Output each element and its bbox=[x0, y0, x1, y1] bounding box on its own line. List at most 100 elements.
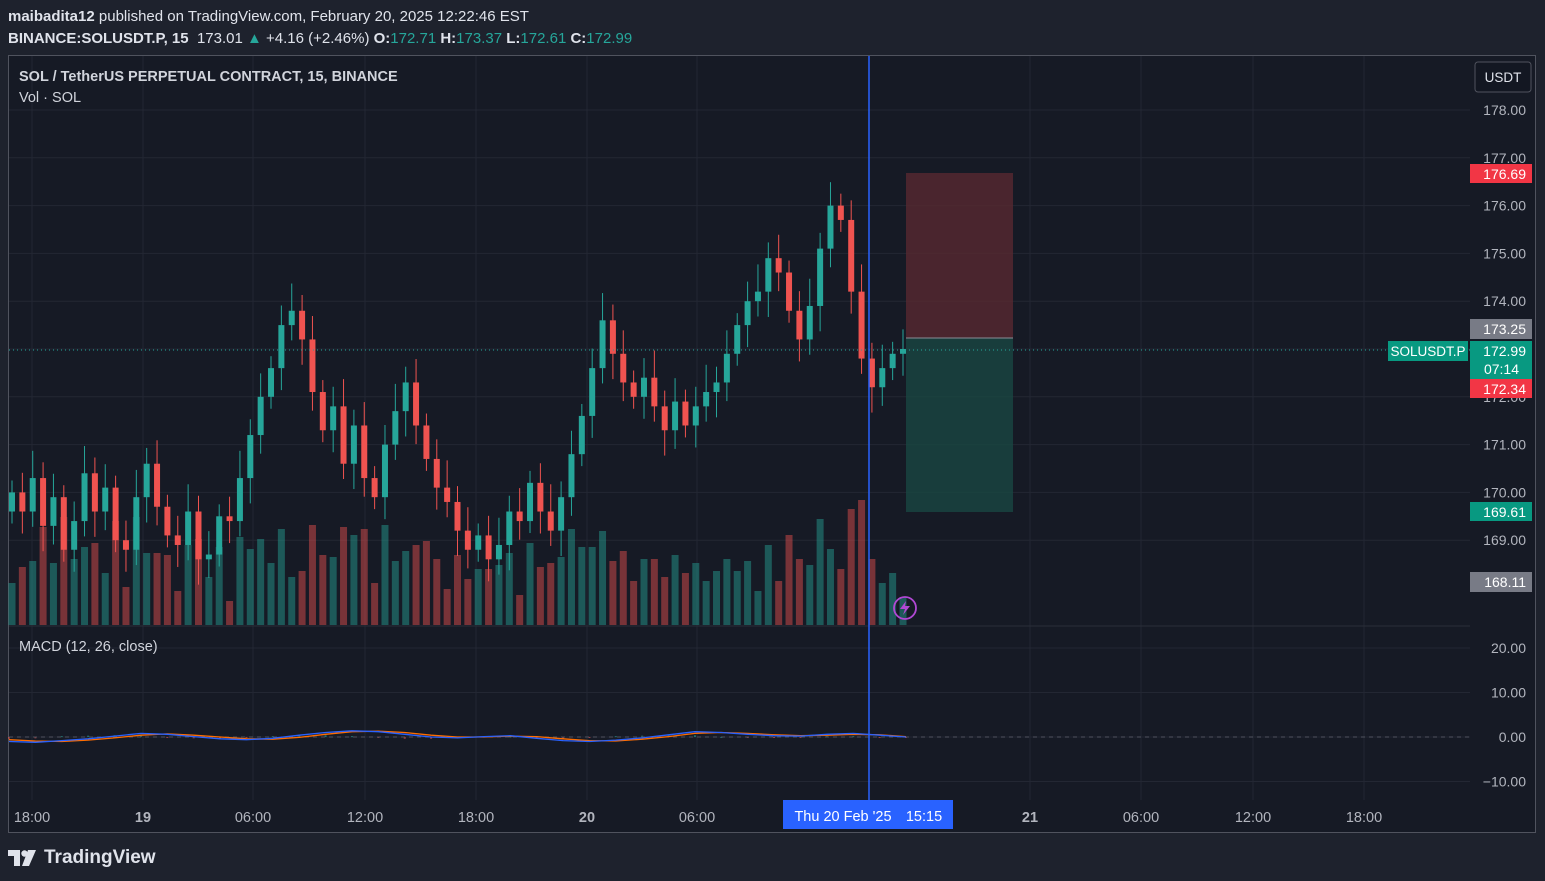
macd-histogram-bar bbox=[271, 736, 274, 738]
time-tick-label: 12:00 bbox=[1235, 810, 1271, 826]
volume-bar bbox=[29, 561, 37, 625]
candle-body bbox=[495, 544, 502, 560]
volume-scale-label: 168.11 bbox=[1470, 572, 1532, 592]
volume-bar bbox=[505, 553, 513, 625]
price-tick-label: 169.00 bbox=[1483, 532, 1526, 548]
volume-bar bbox=[277, 529, 285, 625]
volume-bar bbox=[661, 577, 669, 625]
last-price-label: 172.99 07:14 bbox=[1470, 341, 1532, 379]
volume-bar bbox=[795, 559, 803, 625]
chart-frame[interactable] bbox=[8, 55, 1536, 833]
macd-histogram-bar bbox=[350, 736, 353, 738]
target-price-text: 169.61 bbox=[1483, 504, 1526, 520]
volume-bar bbox=[112, 521, 120, 625]
candle-body bbox=[672, 401, 679, 431]
candle-body bbox=[879, 368, 886, 388]
volume-bar bbox=[91, 543, 99, 625]
volume-bar bbox=[858, 500, 866, 625]
volume-bar bbox=[288, 577, 296, 625]
candle-body bbox=[900, 349, 906, 354]
alert-bolt-icon[interactable] bbox=[893, 596, 917, 620]
stop-zone bbox=[906, 173, 1013, 338]
candle-body bbox=[848, 219, 855, 292]
macd-tick-label: 0.00 bbox=[1499, 729, 1526, 745]
change-value: +4.16 (+2.46%) bbox=[266, 30, 370, 47]
volume-bar bbox=[733, 571, 741, 625]
stop-price-text: 176.69 bbox=[1483, 166, 1526, 182]
time-tick-label: 18:00 bbox=[458, 810, 494, 826]
currency-button[interactable]: USDT bbox=[1474, 61, 1532, 93]
candle-body bbox=[133, 497, 140, 550]
candle-body bbox=[734, 325, 741, 354]
volume-bar bbox=[236, 537, 244, 625]
author-name[interactable]: maibadita12 bbox=[8, 8, 95, 25]
time-tick-label: 06:00 bbox=[1123, 810, 1159, 826]
macd-histogram-bar bbox=[298, 734, 301, 737]
candle-body bbox=[599, 320, 606, 369]
volume-bar bbox=[391, 561, 399, 625]
tradingview-logo[interactable]: TradingView bbox=[8, 847, 156, 869]
candle-body bbox=[71, 521, 78, 550]
candle-body bbox=[475, 535, 482, 550]
candle-body bbox=[444, 487, 451, 502]
volume-bar bbox=[226, 601, 234, 625]
candle-body bbox=[50, 497, 57, 526]
price-tick-label: 174.00 bbox=[1483, 293, 1526, 309]
candle-body bbox=[216, 516, 223, 555]
macd-tick-label: 10.00 bbox=[1491, 685, 1526, 701]
volume-bar bbox=[143, 553, 151, 625]
candle-body bbox=[433, 458, 440, 488]
volume-bar bbox=[619, 551, 627, 625]
volume-bar bbox=[464, 579, 472, 625]
open-value: 172.71 bbox=[390, 30, 437, 47]
volume-bar bbox=[599, 531, 607, 625]
candle-body bbox=[174, 535, 181, 545]
volume-bar bbox=[681, 573, 689, 625]
macd-histogram-bar bbox=[60, 736, 63, 738]
volume-bar bbox=[526, 543, 534, 625]
volume-bar bbox=[816, 519, 824, 625]
price-tick-label: 170.00 bbox=[1483, 484, 1526, 500]
candle-body bbox=[516, 511, 523, 522]
macd-histogram-bar bbox=[8, 737, 10, 739]
time-tick-label: 06:00 bbox=[679, 810, 715, 826]
candle-body bbox=[226, 516, 233, 522]
macd-signal-line bbox=[8, 730, 907, 743]
volume-bar bbox=[132, 517, 140, 625]
up-arrow-icon: ▲ bbox=[247, 30, 262, 47]
candle-body bbox=[268, 368, 275, 397]
grid-lines bbox=[9, 56, 1470, 800]
candle-body bbox=[299, 310, 306, 340]
candle-body bbox=[60, 497, 67, 550]
volume-bar bbox=[754, 591, 762, 625]
volume-bar bbox=[671, 555, 679, 625]
candle-body bbox=[122, 540, 129, 550]
symbol-badge-text: SOLUSDT.P bbox=[1390, 344, 1465, 359]
crosshair-low-text: 172.34 bbox=[1483, 381, 1526, 397]
low-label: L: bbox=[506, 30, 521, 47]
candle-body bbox=[547, 511, 554, 531]
candle-body bbox=[29, 478, 36, 512]
close-label: C: bbox=[570, 30, 587, 47]
volume-bar bbox=[163, 555, 171, 625]
high-label: H: bbox=[440, 30, 457, 47]
volume-bar bbox=[443, 589, 451, 625]
candle-body bbox=[568, 454, 575, 498]
close-value: 172.99 bbox=[586, 30, 633, 47]
stop-price-label: 176.69 bbox=[1470, 164, 1532, 183]
high-value: 173.37 bbox=[456, 30, 503, 47]
time-tick-label: 21 bbox=[1022, 810, 1038, 826]
candle-body bbox=[889, 353, 896, 369]
time-tick-label: 18:00 bbox=[14, 810, 50, 826]
volume-bar bbox=[516, 595, 524, 625]
candle-body bbox=[278, 325, 285, 369]
candle-body bbox=[868, 358, 875, 388]
volume-bar bbox=[350, 535, 358, 625]
candle-body bbox=[754, 291, 761, 302]
volume-bar bbox=[81, 547, 89, 625]
time-tick-label: 06:00 bbox=[235, 810, 271, 826]
volume-bar bbox=[547, 563, 555, 625]
price-tick-label: 176.00 bbox=[1483, 198, 1526, 214]
volume-bar bbox=[495, 565, 503, 625]
